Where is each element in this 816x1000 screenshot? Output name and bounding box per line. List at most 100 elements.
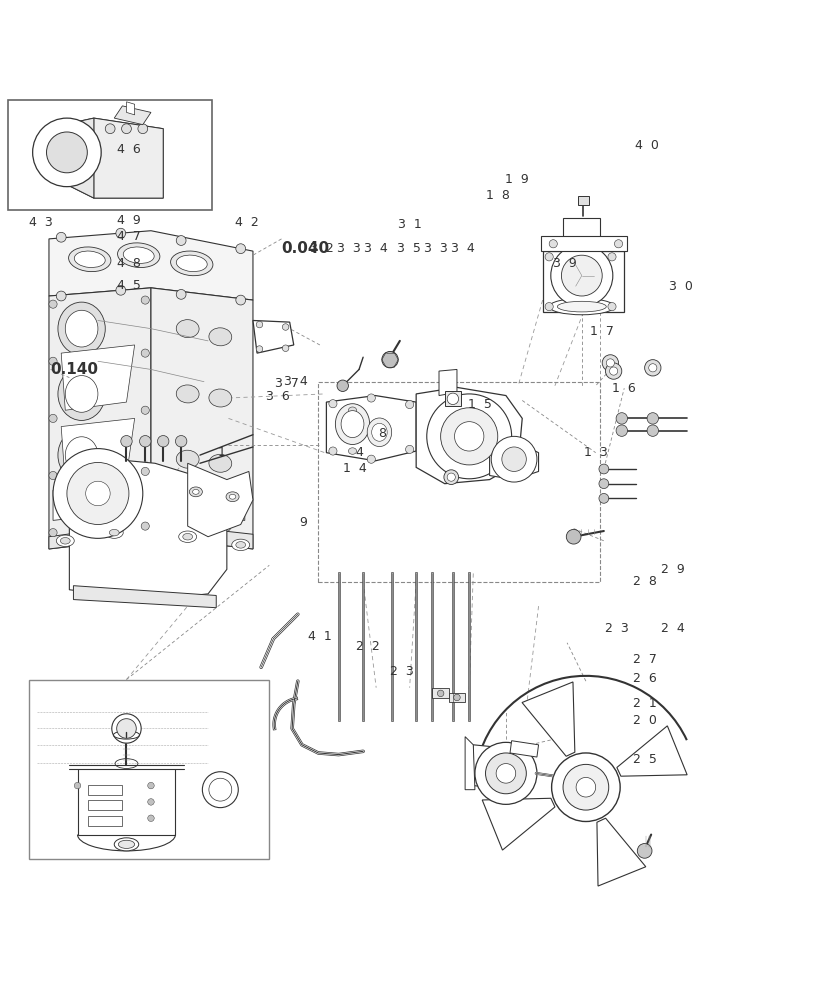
Polygon shape [416, 387, 522, 484]
Ellipse shape [176, 511, 199, 529]
Polygon shape [326, 396, 416, 461]
Ellipse shape [335, 404, 370, 445]
Circle shape [67, 462, 129, 524]
Text: 0.040: 0.040 [282, 241, 330, 256]
Circle shape [33, 118, 101, 187]
Circle shape [49, 357, 57, 365]
Circle shape [236, 244, 246, 254]
Circle shape [148, 782, 154, 789]
Circle shape [599, 493, 609, 503]
Bar [543, 251, 624, 312]
Circle shape [141, 467, 149, 476]
Circle shape [209, 778, 232, 801]
Ellipse shape [112, 480, 125, 490]
Polygon shape [439, 369, 457, 396]
Ellipse shape [176, 385, 199, 403]
Circle shape [49, 414, 57, 422]
Circle shape [602, 355, 619, 371]
Ellipse shape [549, 298, 614, 315]
Ellipse shape [65, 376, 98, 412]
Circle shape [496, 764, 516, 783]
Polygon shape [490, 443, 539, 480]
Ellipse shape [236, 542, 246, 548]
Ellipse shape [341, 411, 364, 438]
Ellipse shape [171, 251, 213, 276]
Text: 3  6: 3 6 [265, 390, 290, 403]
Bar [541, 236, 627, 251]
Text: 3  3: 3 3 [337, 242, 361, 255]
Circle shape [105, 124, 115, 134]
Bar [88, 816, 122, 826]
Circle shape [502, 447, 526, 471]
Circle shape [545, 303, 553, 311]
Text: 4: 4 [355, 446, 363, 459]
Polygon shape [597, 818, 645, 886]
Text: 1  8: 1 8 [486, 189, 510, 202]
Circle shape [141, 349, 149, 357]
Polygon shape [49, 231, 253, 300]
Text: 1  3: 1 3 [583, 446, 608, 459]
Text: 4  2: 4 2 [235, 216, 259, 229]
Circle shape [49, 471, 57, 480]
Circle shape [605, 363, 622, 379]
Circle shape [599, 479, 609, 489]
Text: 4  0: 4 0 [635, 139, 659, 152]
Text: 2  3: 2 3 [605, 622, 628, 635]
Ellipse shape [58, 429, 105, 482]
Ellipse shape [70, 488, 77, 493]
Ellipse shape [56, 535, 74, 547]
Ellipse shape [58, 302, 105, 355]
Bar [445, 391, 461, 406]
Circle shape [561, 255, 602, 296]
Circle shape [116, 285, 126, 295]
Polygon shape [473, 745, 490, 787]
Ellipse shape [114, 838, 139, 851]
Ellipse shape [371, 423, 387, 441]
Circle shape [141, 522, 149, 530]
Bar [449, 693, 465, 702]
Circle shape [56, 232, 66, 242]
Polygon shape [73, 586, 216, 608]
Text: 4  8: 4 8 [117, 257, 141, 270]
Circle shape [141, 406, 149, 414]
Ellipse shape [557, 301, 606, 312]
Circle shape [576, 777, 596, 797]
Text: 1  6: 1 6 [611, 382, 636, 395]
Polygon shape [61, 345, 135, 410]
Circle shape [486, 753, 526, 794]
Text: 3  2: 3 2 [310, 242, 335, 255]
Circle shape [606, 359, 614, 367]
Text: 2  2: 2 2 [356, 640, 380, 653]
Circle shape [256, 321, 263, 328]
Ellipse shape [115, 483, 122, 488]
Circle shape [175, 436, 187, 447]
Text: 4  9: 4 9 [117, 214, 141, 227]
Circle shape [148, 815, 154, 822]
Ellipse shape [209, 328, 232, 346]
Ellipse shape [58, 367, 105, 420]
Circle shape [138, 124, 148, 134]
Circle shape [437, 690, 444, 697]
Text: 3  5: 3 5 [397, 242, 421, 255]
Circle shape [367, 455, 375, 463]
Ellipse shape [209, 454, 232, 472]
Polygon shape [253, 320, 294, 353]
Text: 2  6: 2 6 [633, 672, 657, 685]
Text: 4  7: 4 7 [117, 230, 141, 243]
Polygon shape [49, 523, 253, 549]
Ellipse shape [69, 247, 111, 272]
Ellipse shape [123, 247, 154, 263]
Ellipse shape [109, 529, 119, 536]
Circle shape [616, 425, 628, 436]
Circle shape [406, 400, 414, 409]
Text: 4  6: 4 6 [117, 143, 141, 156]
Circle shape [444, 470, 459, 484]
Text: 4  5: 4 5 [117, 279, 141, 292]
Polygon shape [78, 769, 175, 835]
Circle shape [427, 394, 512, 479]
Bar [578, 196, 589, 205]
Ellipse shape [176, 255, 207, 272]
Text: 4  1: 4 1 [308, 630, 332, 643]
Text: 4  3: 4 3 [29, 216, 53, 229]
Circle shape [645, 360, 661, 376]
